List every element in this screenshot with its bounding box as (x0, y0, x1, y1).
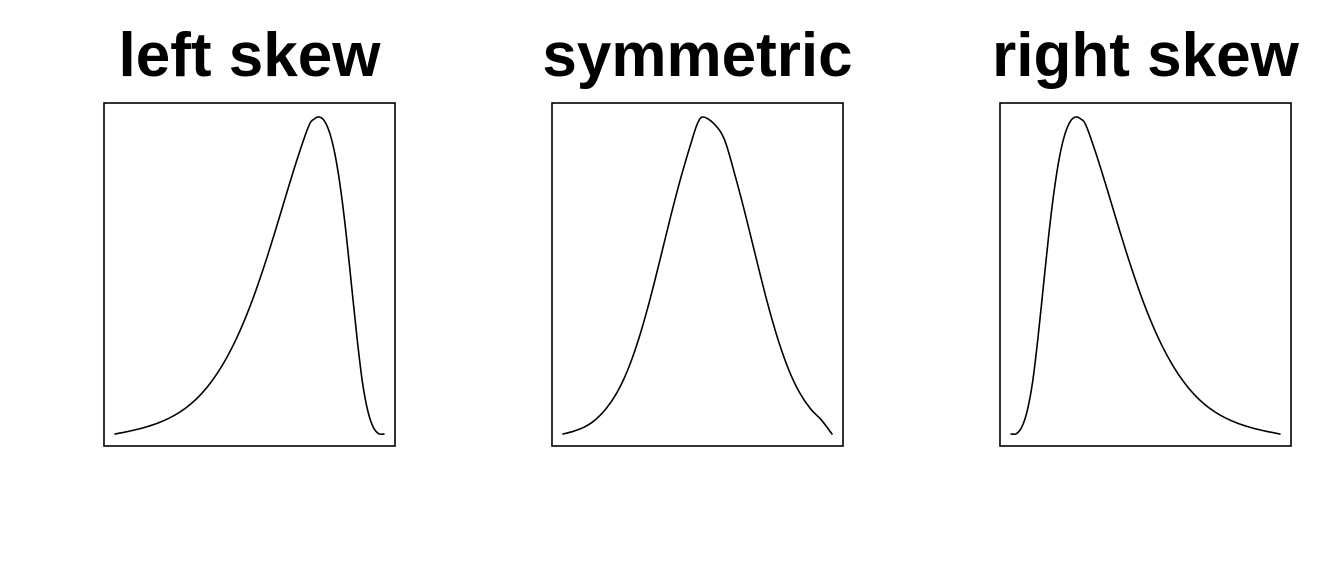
panel-left-skew: left skew (103, 21, 396, 447)
density-curve-symmetric (562, 116, 833, 435)
density-curve-left-skew (114, 116, 385, 436)
panel-right-skew: right skew (992, 21, 1300, 447)
density-curve-right-skew (1010, 116, 1281, 436)
plot-frame-left-skew (103, 102, 396, 447)
plot-frame-right-skew (999, 102, 1292, 447)
panel-title-left-skew: left skew (119, 21, 382, 90)
plot-frame-symmetric (551, 102, 844, 447)
panel-title-right-skew: right skew (992, 21, 1299, 90)
panel-title-symmetric: symmetric (542, 21, 852, 90)
panel-symmetric: symmetric (542, 21, 853, 447)
